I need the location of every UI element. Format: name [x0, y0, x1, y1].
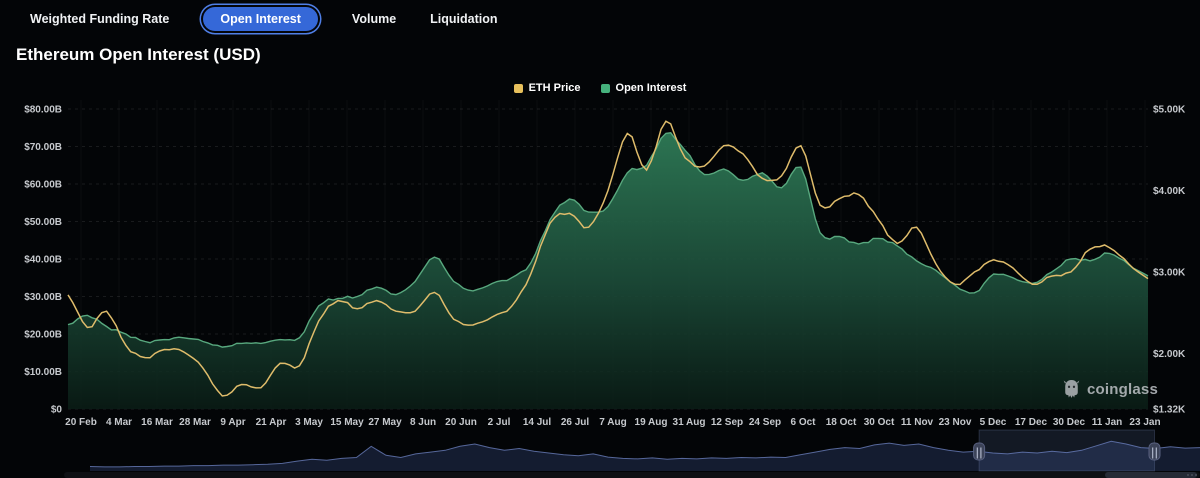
svg-text:24 Sep: 24 Sep [749, 417, 781, 428]
svg-text:4 Mar: 4 Mar [106, 417, 132, 428]
svg-text:$40.00B: $40.00B [24, 255, 62, 266]
scrollbar-thumb[interactable] [1105, 472, 1197, 478]
svg-text:21 Apr: 21 Apr [256, 417, 287, 428]
eth-price-swatch-icon [513, 83, 523, 93]
svg-text:26 Jul: 26 Jul [561, 417, 590, 428]
navigator-selection[interactable] [978, 429, 1155, 472]
svg-text:18 Oct: 18 Oct [826, 417, 857, 428]
open-interest-area [68, 132, 1148, 410]
tab-weighted-funding-rate[interactable]: Weighted Funding Rate [30, 12, 170, 26]
navigator-area [90, 441, 1200, 471]
svg-text:17 Dec: 17 Dec [1015, 417, 1048, 428]
navigator-line [89, 440, 1200, 468]
tab-volume[interactable]: Volume [351, 12, 397, 26]
svg-text:$50.00B: $50.00B [24, 217, 62, 228]
svg-text:$60.00B: $60.00B [24, 180, 62, 191]
svg-text:12 Sep: 12 Sep [711, 417, 743, 428]
svg-text:20 Jun: 20 Jun [445, 417, 477, 428]
svg-text:8 Jun: 8 Jun [410, 417, 436, 428]
svg-text:$10.00B: $10.00B [24, 367, 62, 378]
svg-text:11 Jan: 11 Jan [1092, 417, 1123, 428]
svg-text:$70.00B: $70.00B [24, 142, 62, 153]
svg-text:27 May: 27 May [368, 417, 402, 428]
svg-text:$20.00B: $20.00B [24, 330, 62, 341]
legend-label-open-interest: Open Interest [615, 82, 687, 94]
resize-dots-icon [1187, 471, 1197, 478]
svg-text:$0: $0 [51, 405, 63, 416]
open-interest-swatch-icon [600, 83, 610, 93]
svg-text:5 Dec: 5 Dec [980, 417, 1007, 428]
navigator-left-handle[interactable] [973, 442, 986, 461]
svg-text:$2.00K: $2.00K [1153, 349, 1186, 360]
page-title: Ethereum Open Interest (USD) [16, 45, 261, 64]
svg-text:30 Dec: 30 Dec [1053, 417, 1086, 428]
open-interest-line [67, 132, 1149, 348]
svg-text:$5.00K: $5.00K [1153, 105, 1186, 116]
coinglass-logo-icon [1063, 379, 1080, 398]
svg-text:15 May: 15 May [330, 417, 364, 428]
coinglass-label: coinglass [1087, 380, 1158, 398]
coinglass-watermark: coinglass [1062, 379, 1158, 399]
svg-text:3 May: 3 May [295, 417, 323, 428]
svg-text:7 Aug: 7 Aug [599, 417, 626, 428]
svg-text:23 Jan: 23 Jan [1129, 417, 1160, 428]
svg-text:30 Oct: 30 Oct [864, 417, 895, 428]
svg-text:28 Mar: 28 Mar [179, 417, 211, 428]
chart-type-tabs: Weighted Funding Rate Open Interest Volu… [30, 6, 498, 32]
legend-item-open-interest[interactable]: Open Interest [600, 82, 687, 94]
eth-price-line [67, 120, 1149, 397]
svg-text:$80.00B: $80.00B [24, 105, 62, 116]
svg-text:9 Apr: 9 Apr [220, 417, 245, 428]
svg-text:11 Nov: 11 Nov [901, 417, 934, 428]
svg-text:19 Aug: 19 Aug [635, 417, 668, 428]
tab-liquidation[interactable]: Liquidation [430, 12, 498, 26]
svg-text:6 Oct: 6 Oct [790, 417, 816, 428]
tab-open-interest[interactable]: Open Interest [203, 7, 318, 31]
svg-text:2 Jul: 2 Jul [488, 417, 511, 428]
legend-item-eth-price[interactable]: ETH Price [513, 82, 581, 94]
scrollbar-track[interactable] [64, 472, 1200, 478]
svg-text:20 Feb: 20 Feb [65, 417, 97, 428]
navigator-right-handle[interactable] [1148, 442, 1161, 461]
svg-text:$3.00K: $3.00K [1153, 268, 1186, 279]
svg-text:23 Nov: 23 Nov [939, 417, 972, 428]
svg-text:31 Aug: 31 Aug [673, 417, 706, 428]
svg-text:$30.00B: $30.00B [24, 292, 62, 303]
svg-text:$4.00K: $4.00K [1153, 186, 1186, 197]
svg-text:$1.32K: $1.32K [1153, 405, 1186, 416]
chart-legend: ETH Price Open Interest [0, 82, 1200, 94]
legend-label-eth-price: ETH Price [528, 82, 581, 94]
svg-text:16 Mar: 16 Mar [141, 417, 173, 428]
svg-text:14 Jul: 14 Jul [523, 417, 552, 428]
